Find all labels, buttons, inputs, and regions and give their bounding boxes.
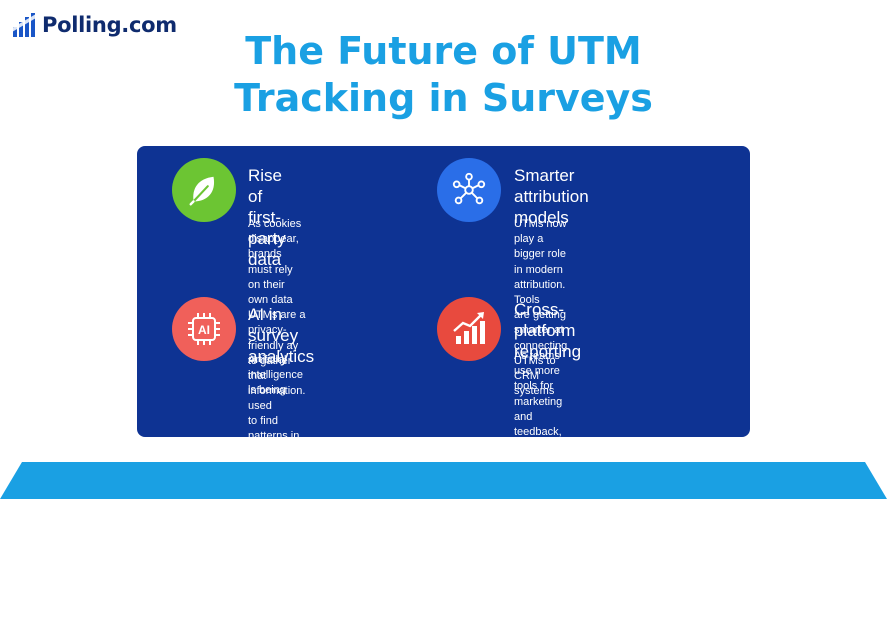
card-title: Cross-platform reporting bbox=[514, 300, 582, 361]
growth-chart-icon bbox=[453, 312, 485, 344]
network-icon bbox=[452, 172, 486, 205]
card-title: AI in survey analytics bbox=[248, 305, 315, 366]
title-line-2: Tracking in Surveys bbox=[234, 76, 653, 120]
leaf-icon bbox=[189, 176, 215, 206]
footer-bar bbox=[0, 462, 887, 499]
brand-name: Polling.com bbox=[42, 13, 177, 37]
features-panel: Rise of first- party data As cookies dis… bbox=[137, 146, 750, 636]
bar-chart-icon bbox=[12, 13, 36, 37]
card-description: As cookies disappear, brands must rely o… bbox=[248, 218, 306, 398]
brand-logo[interactable]: Polling.com bbox=[12, 12, 177, 38]
leaf-icon-badge bbox=[172, 158, 236, 222]
title-line-1: The Future of UTM bbox=[245, 29, 642, 73]
card-title: Rise of first- party data bbox=[248, 166, 286, 269]
network-icon-badge bbox=[437, 158, 501, 222]
card-title: Smarter attribution models bbox=[514, 166, 589, 227]
ai-chip-icon-badge: AI bbox=[172, 297, 236, 361]
ai-chip-icon: AI bbox=[188, 313, 220, 345]
card-description: UTMs now play a bigger role in modern at… bbox=[514, 218, 568, 398]
page-title: The Future of UTM Tracking in Surveys bbox=[0, 28, 887, 122]
svg-text:AI: AI bbox=[198, 323, 210, 337]
growth-chart-icon-badge bbox=[437, 297, 501, 361]
